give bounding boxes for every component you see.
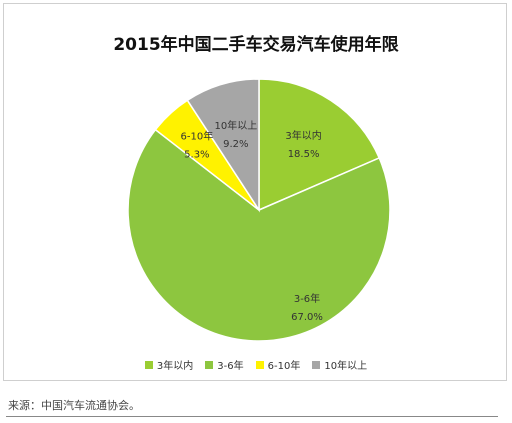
pie-slices bbox=[127, 78, 391, 342]
slice-category-label: 3-6年 bbox=[294, 292, 320, 305]
slice-value-label: 5.3% bbox=[184, 150, 209, 161]
legend-label: 10年以上 bbox=[324, 361, 368, 372]
legend-item-3yr: 3年以内 bbox=[144, 357, 194, 372]
legend-label: 3年以内 bbox=[156, 361, 194, 372]
legend-swatch bbox=[255, 360, 264, 369]
source-note: 来源：中国汽车流通协会。 bbox=[8, 399, 140, 412]
slice-value-label: 67.0% bbox=[291, 312, 323, 323]
slice-category-label: 3年以内 bbox=[285, 129, 321, 142]
slice-category-label: 6-10年 bbox=[181, 130, 214, 143]
legend-swatch bbox=[205, 360, 214, 369]
slice-value-label: 9.2% bbox=[223, 139, 248, 150]
divider bbox=[6, 416, 498, 417]
slice-3yr bbox=[258, 78, 381, 212]
slice-10yr-plus bbox=[186, 78, 260, 213]
slice-value-label: 18.5% bbox=[288, 149, 320, 160]
slice-3-6yr bbox=[127, 128, 391, 342]
chart-title: 2015年中国二手车交易汽车使用年限 bbox=[113, 35, 399, 55]
chart-legend: 3年以内 3-6年 6-10年 10年以上 bbox=[0, 357, 512, 372]
legend-item-6-10yr: 6-10年 bbox=[255, 357, 301, 372]
legend-item-3-6yr: 3-6年 bbox=[205, 357, 244, 372]
legend-swatch bbox=[144, 360, 153, 369]
pie-labels: 3年以内 18.5% 3-6年 67.0% 6-10年 5.3% 10年以上 9.2% bbox=[181, 119, 323, 323]
legend-item-10yr-plus: 10年以上 bbox=[312, 357, 367, 372]
slice-category-label: 10年以上 bbox=[214, 119, 257, 132]
legend-label: 6-10年 bbox=[267, 361, 301, 372]
legend-swatch bbox=[312, 360, 321, 369]
legend-label: 3-6年 bbox=[217, 361, 244, 372]
